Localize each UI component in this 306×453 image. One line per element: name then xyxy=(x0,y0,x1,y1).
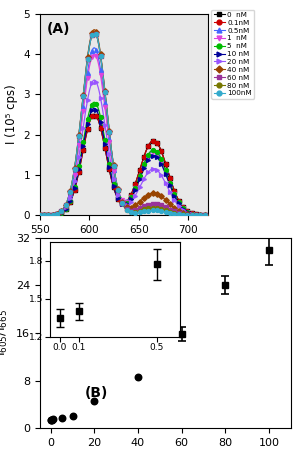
X-axis label: λ (nm): λ (nm) xyxy=(104,241,144,253)
Point xyxy=(50,416,55,423)
Point xyxy=(70,412,75,419)
Point xyxy=(48,416,53,424)
Y-axis label: I$_{605}$/I$_{665}$: I$_{605}$/I$_{665}$ xyxy=(0,309,10,357)
Point xyxy=(48,416,53,424)
Text: (B): (B) xyxy=(85,386,108,400)
Y-axis label: I (10⁵ cps): I (10⁵ cps) xyxy=(5,85,18,144)
Point xyxy=(59,414,64,421)
Text: (A): (A) xyxy=(47,22,70,36)
Legend: 0  nM, 0.1nM, 0.5nM, 1  nM, 5  nM, 10 nM, 20 nM, 40 nM, 60 nM, 80 nM, 100nM: 0 nM, 0.1nM, 0.5nM, 1 nM, 5 nM, 10 nM, 2… xyxy=(211,10,254,99)
Point xyxy=(136,373,140,381)
Point xyxy=(92,397,97,405)
Point xyxy=(49,416,54,423)
